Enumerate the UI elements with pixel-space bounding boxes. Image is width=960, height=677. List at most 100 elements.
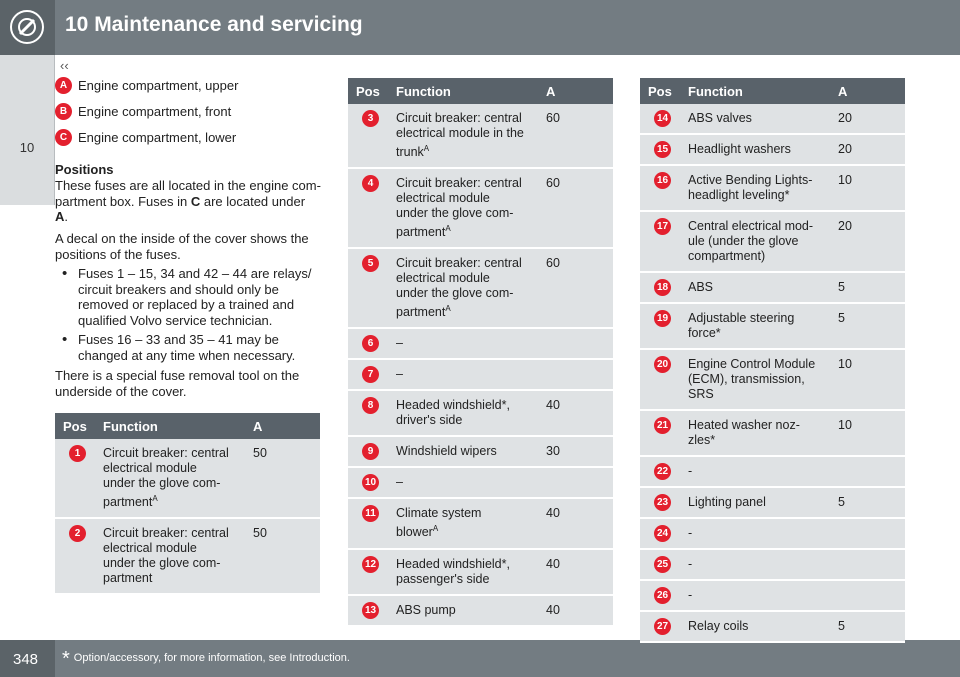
- function-line: electrical module: [103, 461, 197, 475]
- pos-badge: 11: [362, 505, 379, 523]
- star: *: [62, 648, 70, 670]
- pos-badge: 17: [654, 218, 671, 235]
- fuse-table: Pos Function A 14 ABS valves 20 15 Headlight wa…: [640, 78, 905, 643]
- badge: A: [55, 77, 72, 94]
- paragraph: These fuses are all located in the engin…: [55, 178, 325, 225]
- function-line: Central electrical mod-: [688, 219, 814, 233]
- function-line: Circuit breaker: central: [396, 256, 522, 271]
- a-cell: 40: [538, 498, 613, 550]
- pos-badge: 8: [362, 397, 379, 415]
- table-row: 22 -: [640, 456, 905, 488]
- paragraph: A decal on the inside of the cover shows…: [55, 231, 325, 262]
- function-line: Circuit breaker: central: [396, 176, 522, 191]
- pos-badge: 4: [362, 175, 379, 193]
- pos-badge: 10: [362, 474, 379, 492]
- pos-cell: 1: [55, 439, 95, 520]
- function-line: Engine Control Module: [688, 357, 816, 371]
- a-cell: 10: [830, 410, 905, 457]
- header-cell: Function: [680, 78, 830, 104]
- function-line: driver's side: [396, 413, 463, 428]
- pos-cell: 5: [348, 248, 388, 330]
- pos-cell: 18: [640, 272, 680, 304]
- legend-item: C Engine compartment, lower: [55, 129, 236, 146]
- function-line: headlight leveling*: [688, 188, 790, 202]
- badge: B: [55, 103, 72, 120]
- a-cell: 40: [538, 548, 613, 596]
- table-row: 8 Headed windshield*, driver's side 40: [348, 390, 613, 438]
- superscript: A: [445, 224, 451, 234]
- pos-cell: 3: [348, 104, 388, 170]
- text-line: underside of the cover.: [55, 383, 187, 399]
- a-cell: 5: [830, 611, 905, 643]
- pos-badge: 19: [654, 310, 671, 327]
- table-row: 26 -: [640, 580, 905, 612]
- pos-cell: 8: [348, 390, 388, 438]
- pos-cell: 25: [640, 549, 680, 581]
- bullet-dot: •: [62, 331, 68, 348]
- header-cell: Function: [388, 78, 538, 104]
- pos-cell: 20: [640, 349, 680, 411]
- pos-badge: 21: [654, 417, 671, 434]
- pos-badge: 12: [362, 555, 379, 573]
- table-row: 27 Relay coils 5: [640, 611, 905, 643]
- table-row: 11 Climate system blowerA 40: [348, 498, 613, 550]
- nav-back[interactable]: ‹‹: [60, 58, 69, 73]
- a-cell: 40: [538, 390, 613, 438]
- header-row: Pos Function A: [640, 78, 905, 104]
- pos-cell: 26: [640, 580, 680, 612]
- table-row: 19 Adjustable steering force* 5: [640, 303, 905, 350]
- table-row: 5 Circuit breaker: central electrical modu…: [348, 248, 613, 330]
- function-cell: Central electrical mod-ule (under the gl…: [680, 211, 830, 273]
- function-cell: ABS pump: [388, 594, 538, 627]
- function-line: -: [688, 464, 693, 478]
- pos-badge: 14: [654, 110, 671, 127]
- text-line: qualified Volvo service technician.: [78, 312, 273, 328]
- text-line: Fuses 16 – 33 and 35 – 41 may be: [78, 332, 279, 347]
- function-line: under the glove com-: [396, 206, 514, 221]
- pos-cell: 6: [348, 328, 388, 361]
- function-line: Headed windshield*,: [396, 556, 510, 571]
- function-line: zles*: [688, 433, 716, 447]
- a-cell: 20: [830, 104, 905, 135]
- pos-badge: 18: [654, 279, 671, 296]
- a-cell: 30: [538, 436, 613, 469]
- function-line: compartment): [688, 249, 766, 263]
- footer-square: [0, 640, 55, 677]
- legend-text: Engine compartment, upper: [78, 78, 239, 93]
- table-row: 9 Windshield wipers 30: [348, 436, 613, 469]
- side-tab: [0, 55, 55, 205]
- page-number: 348: [13, 651, 39, 668]
- function-line: force*: [688, 326, 721, 340]
- function-line: –: [396, 367, 403, 382]
- table-row: 7–: [348, 359, 613, 392]
- a-cell: 5: [830, 487, 905, 519]
- legend-item: B Engine compartment, front: [55, 103, 231, 120]
- a-cell: [538, 328, 613, 361]
- function-line: Circuit breaker: central: [103, 526, 229, 541]
- function-cell: Circuit breaker: central electrical modul…: [95, 518, 245, 596]
- function-line: partmentA: [103, 494, 158, 510]
- function-line: Climate system: [396, 506, 482, 521]
- header-cell: Pos: [640, 78, 680, 104]
- icon: [10, 10, 44, 44]
- function-line: under the glove com-: [396, 286, 514, 301]
- table-row: 16 Active Bending Lights-headlight leveli…: [640, 165, 905, 212]
- function-cell: ABS: [680, 272, 830, 304]
- function-line: partmentA: [396, 304, 451, 320]
- text: These fuses are all located in the engin…: [55, 178, 321, 193]
- header-cell: Function: [95, 413, 245, 439]
- pos-cell: 23: [640, 487, 680, 519]
- a-cell: 5: [830, 272, 905, 304]
- pos-badge: 24: [654, 525, 671, 542]
- pos-badge: 5: [362, 255, 379, 273]
- text: partment box. Fuses in: [55, 193, 191, 209]
- pos-cell: 11: [348, 498, 388, 550]
- a-cell: 5: [830, 303, 905, 350]
- function-line: electrical module in the: [396, 126, 524, 140]
- function-line: Adjustable steering: [688, 311, 795, 325]
- table-row: 23 Lighting panel 5: [640, 487, 905, 519]
- fuse-table: Pos Function A 1 Circuit breaker: central ele…: [55, 413, 320, 596]
- text-line: circuit breakers and should only be: [78, 281, 279, 297]
- function-cell: Circuit breaker: central electrical modul…: [388, 248, 538, 330]
